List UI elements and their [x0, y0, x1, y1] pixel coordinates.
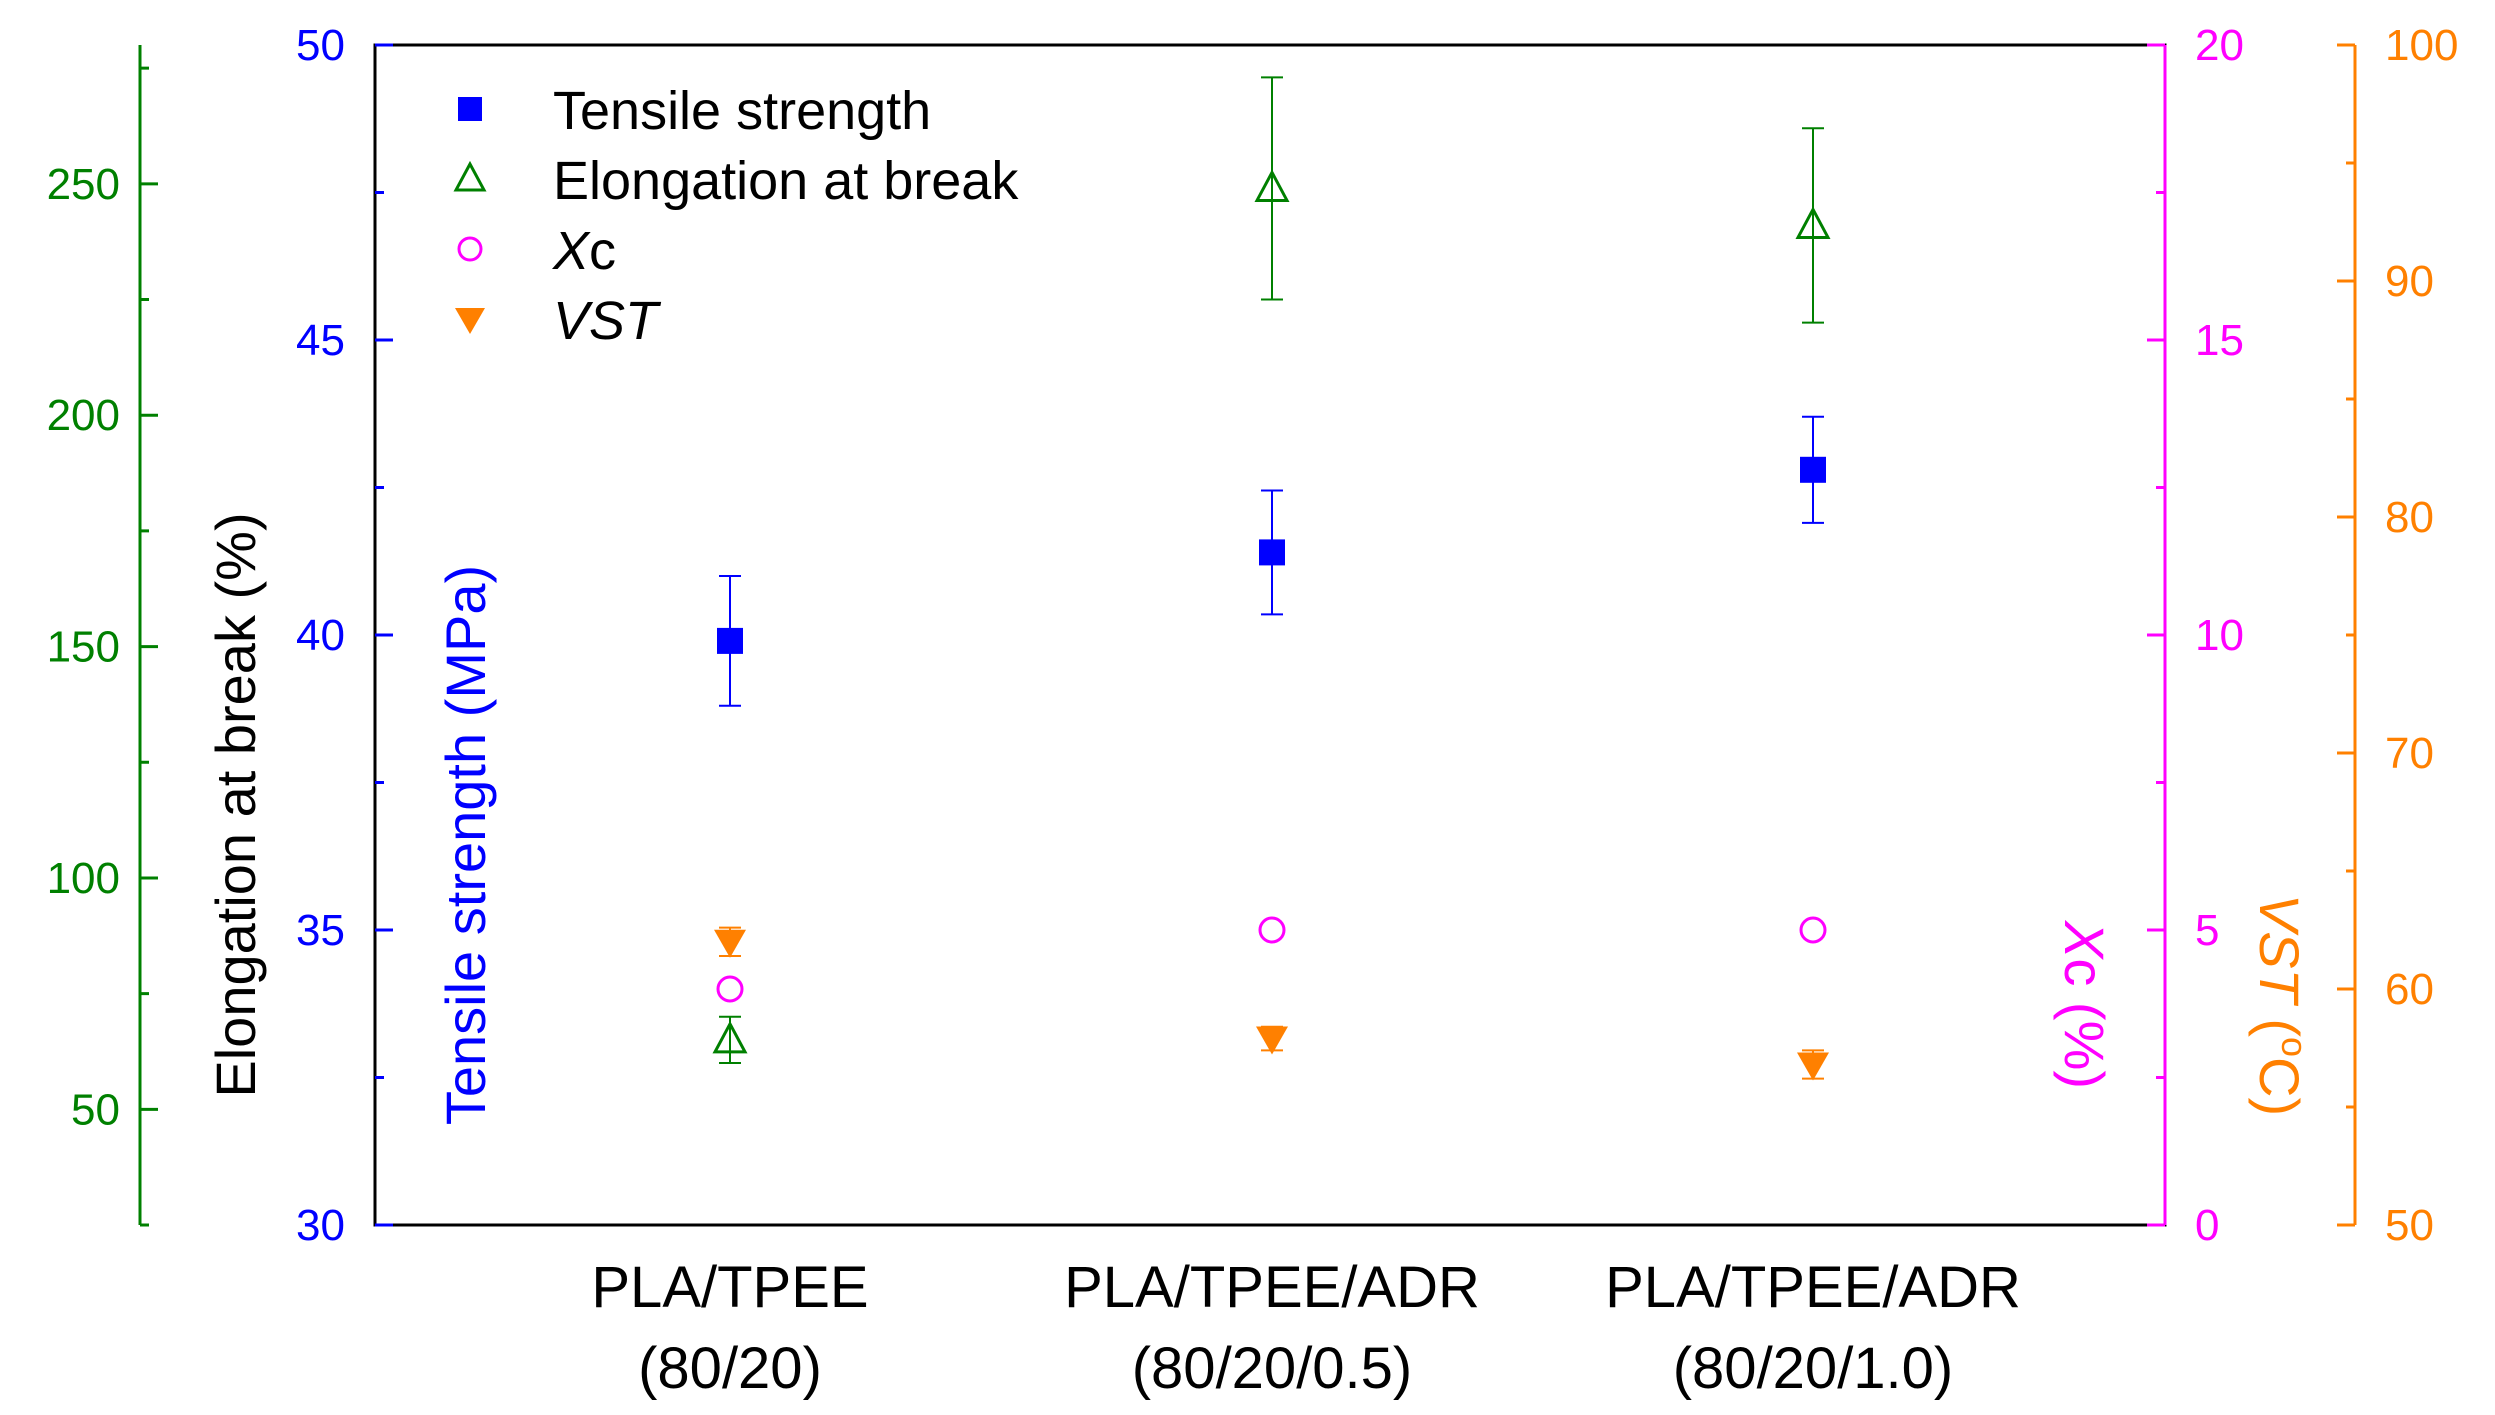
category-label-line2: (80/20/1.0) [1673, 1336, 1954, 1401]
tensile-tick-label: 40 [296, 611, 345, 660]
tensile-tick-label: 35 [296, 906, 345, 955]
vst-tick-label: 60 [2385, 965, 2434, 1014]
tensile-point [717, 627, 743, 654]
tensile-axis-title: Tensile strength (MPa) [434, 565, 497, 1125]
elongation-point [1795, 206, 1831, 239]
xc-point [1258, 916, 1286, 944]
tensile-axis: 30 35 40 45 50 [296, 21, 393, 1250]
category-label-line1: PLA/TPEE [591, 1255, 868, 1320]
xc-tick-label: 15 [2195, 316, 2244, 365]
category-label-line1: PLA/TPEE/ADR [1064, 1255, 1480, 1320]
legend-marker-elongation [453, 160, 487, 192]
legend-label-vst: VST [553, 291, 662, 351]
elongation-tick-label: 50 [71, 1085, 120, 1134]
legend-marker-vst [455, 308, 485, 334]
xc-point [1799, 916, 1827, 944]
vst-tick-label: 70 [2385, 729, 2434, 778]
tensile-tick-label: 30 [296, 1201, 345, 1250]
elongation-tick-label: 100 [47, 854, 120, 903]
legend-label-xc: Xc [551, 221, 616, 281]
xc-axis: 0 5 10 15 20 [2147, 21, 2244, 1250]
elongation-tick-label: 200 [47, 391, 120, 440]
category-label-line2: (80/20) [638, 1336, 822, 1401]
elongation-tick-label: 150 [47, 623, 120, 672]
legend-label-tensile: Tensile strength [553, 81, 931, 141]
vst-axis-title: VST (oC) [2248, 894, 2315, 1116]
category-label-line2: (80/20/0.5) [1132, 1336, 1413, 1401]
legend-marker-tensile [458, 97, 482, 121]
vst-point [1256, 1026, 1288, 1055]
vst-point [1797, 1052, 1829, 1081]
legend-marker-xc [457, 236, 483, 262]
tensile-tick-label: 45 [296, 316, 345, 365]
tensile-point [1259, 539, 1285, 566]
tensile-point [1800, 456, 1826, 483]
vst-tick-label: 80 [2385, 493, 2434, 542]
elongation-point [1254, 169, 1290, 202]
xc-tick-label: 10 [2195, 611, 2244, 660]
error-bars [719, 76, 1824, 1080]
xc-point [716, 975, 744, 1003]
category-labels: PLA/TPEE (80/20) PLA/TPEE/ADR (80/20/0.5) PL… [591, 1255, 2021, 1401]
elongation-axis: 50 100 150 200 250 [47, 45, 158, 1227]
elongation-tick-label: 250 [47, 160, 120, 209]
elongation-axis-title: Elongation at break (%) [204, 512, 267, 1097]
legend-label-elongation: Elongation at break [553, 151, 1019, 211]
legend: Tensile strength Elongation at break Xc VST [453, 81, 1019, 351]
elongation-point [712, 1020, 748, 1054]
tensile-tick-label: 50 [296, 21, 345, 70]
data-markers [712, 169, 1831, 1081]
vst-tick-label: 100 [2385, 21, 2458, 70]
xc-axis-title: Xc (%) [2053, 919, 2116, 1089]
xc-tick-label: 20 [2195, 21, 2244, 70]
xc-tick-label: 5 [2195, 906, 2219, 955]
vst-tick-label: 90 [2385, 257, 2434, 306]
vst-point [714, 929, 746, 958]
vst-axis: 50 60 70 80 90 100 [2337, 21, 2458, 1250]
vst-tick-label: 50 [2385, 1201, 2434, 1250]
category-label-line1: PLA/TPEE/ADR [1605, 1255, 2021, 1320]
xc-tick-label: 0 [2195, 1201, 2219, 1250]
